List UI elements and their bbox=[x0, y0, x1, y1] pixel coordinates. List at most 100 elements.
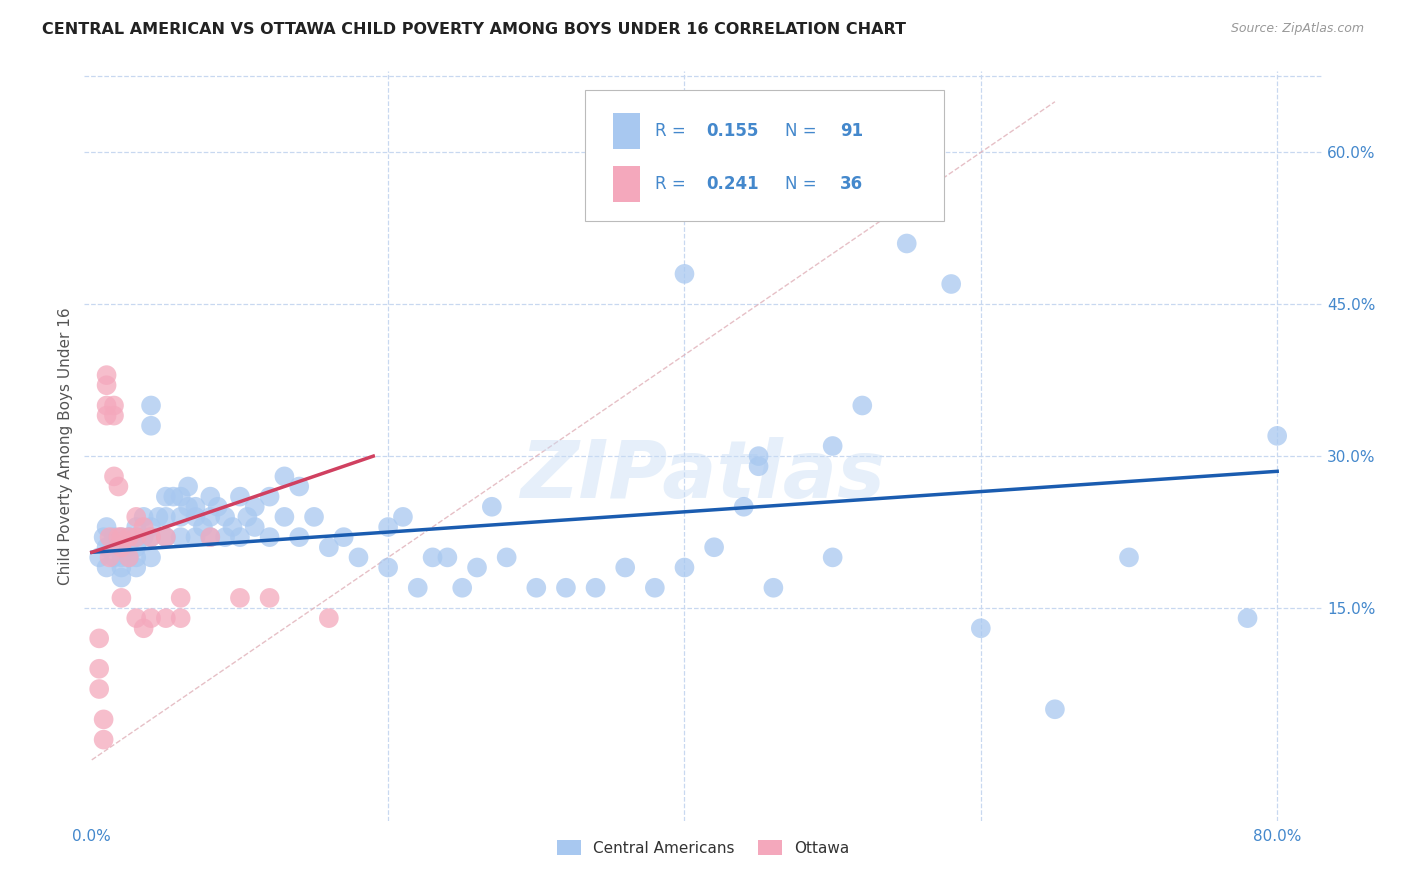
Point bbox=[436, 550, 458, 565]
Point bbox=[896, 236, 918, 251]
FancyBboxPatch shape bbox=[613, 113, 640, 149]
Point bbox=[125, 550, 148, 565]
Point bbox=[377, 560, 399, 574]
Point bbox=[207, 500, 229, 514]
Point bbox=[110, 550, 132, 565]
Point bbox=[451, 581, 474, 595]
Point bbox=[1043, 702, 1066, 716]
Point bbox=[125, 509, 148, 524]
Point bbox=[229, 490, 252, 504]
Legend: Central Americans, Ottawa: Central Americans, Ottawa bbox=[550, 833, 856, 862]
Point bbox=[177, 500, 200, 514]
Point bbox=[125, 611, 148, 625]
Point bbox=[236, 509, 259, 524]
Point bbox=[1265, 429, 1288, 443]
Point bbox=[125, 560, 148, 574]
Point bbox=[110, 591, 132, 605]
Point bbox=[170, 530, 193, 544]
Point bbox=[184, 530, 207, 544]
Text: 91: 91 bbox=[841, 122, 863, 140]
Point bbox=[1236, 611, 1258, 625]
Point bbox=[524, 581, 547, 595]
Point bbox=[103, 469, 125, 483]
Point bbox=[229, 530, 252, 544]
Point bbox=[93, 530, 115, 544]
Point bbox=[125, 530, 148, 544]
Point bbox=[118, 530, 141, 544]
Point bbox=[125, 541, 148, 555]
Point bbox=[392, 509, 415, 524]
Point bbox=[103, 399, 125, 413]
Point bbox=[644, 581, 666, 595]
Point bbox=[748, 449, 770, 463]
Point bbox=[229, 591, 252, 605]
Text: N =: N = bbox=[785, 175, 821, 193]
Point bbox=[184, 509, 207, 524]
Point bbox=[851, 399, 873, 413]
Point bbox=[96, 399, 118, 413]
Point bbox=[733, 500, 755, 514]
Point bbox=[170, 490, 193, 504]
Point bbox=[96, 541, 118, 555]
Point bbox=[155, 611, 177, 625]
Point bbox=[422, 550, 444, 565]
Point bbox=[585, 581, 607, 595]
Text: 0.241: 0.241 bbox=[707, 175, 759, 193]
Point bbox=[96, 560, 118, 574]
Point bbox=[98, 530, 121, 544]
Point bbox=[200, 509, 222, 524]
Point bbox=[481, 500, 503, 514]
Point bbox=[821, 439, 844, 453]
Point bbox=[89, 662, 111, 676]
Point bbox=[139, 418, 162, 433]
Point bbox=[555, 581, 578, 595]
Point bbox=[132, 621, 155, 635]
Point bbox=[1118, 550, 1140, 565]
Point bbox=[132, 530, 155, 544]
Point bbox=[191, 520, 214, 534]
Point bbox=[762, 581, 785, 595]
Y-axis label: Child Poverty Among Boys Under 16: Child Poverty Among Boys Under 16 bbox=[58, 307, 73, 585]
Point bbox=[318, 541, 340, 555]
Point bbox=[139, 530, 162, 544]
Point bbox=[132, 520, 155, 534]
Point bbox=[139, 399, 162, 413]
Point bbox=[243, 520, 266, 534]
Text: N =: N = bbox=[785, 122, 821, 140]
Point bbox=[155, 509, 177, 524]
Point bbox=[96, 368, 118, 383]
Point bbox=[170, 509, 193, 524]
Point bbox=[107, 479, 129, 493]
Point bbox=[96, 520, 118, 534]
Text: R =: R = bbox=[655, 122, 690, 140]
Point bbox=[139, 520, 162, 534]
Point bbox=[89, 632, 111, 646]
Point bbox=[347, 550, 370, 565]
Point bbox=[139, 530, 162, 544]
Point bbox=[110, 530, 132, 544]
Point bbox=[118, 541, 141, 555]
FancyBboxPatch shape bbox=[585, 90, 945, 221]
Point bbox=[243, 500, 266, 514]
Point bbox=[103, 530, 125, 544]
Point bbox=[259, 490, 281, 504]
Point bbox=[118, 550, 141, 565]
Text: ZIPatlas: ZIPatlas bbox=[520, 437, 886, 515]
Text: Source: ZipAtlas.com: Source: ZipAtlas.com bbox=[1230, 22, 1364, 36]
Point bbox=[200, 490, 222, 504]
Point bbox=[214, 509, 236, 524]
Point bbox=[221, 520, 243, 534]
Point bbox=[110, 560, 132, 574]
Text: R =: R = bbox=[655, 175, 690, 193]
Point bbox=[118, 530, 141, 544]
Point bbox=[673, 560, 696, 574]
Point bbox=[273, 509, 295, 524]
Point bbox=[495, 550, 517, 565]
Point bbox=[465, 560, 488, 574]
Point bbox=[96, 378, 118, 392]
Point bbox=[107, 530, 129, 544]
Point bbox=[89, 681, 111, 696]
Point bbox=[155, 530, 177, 544]
Point bbox=[614, 560, 637, 574]
Point bbox=[703, 541, 725, 555]
